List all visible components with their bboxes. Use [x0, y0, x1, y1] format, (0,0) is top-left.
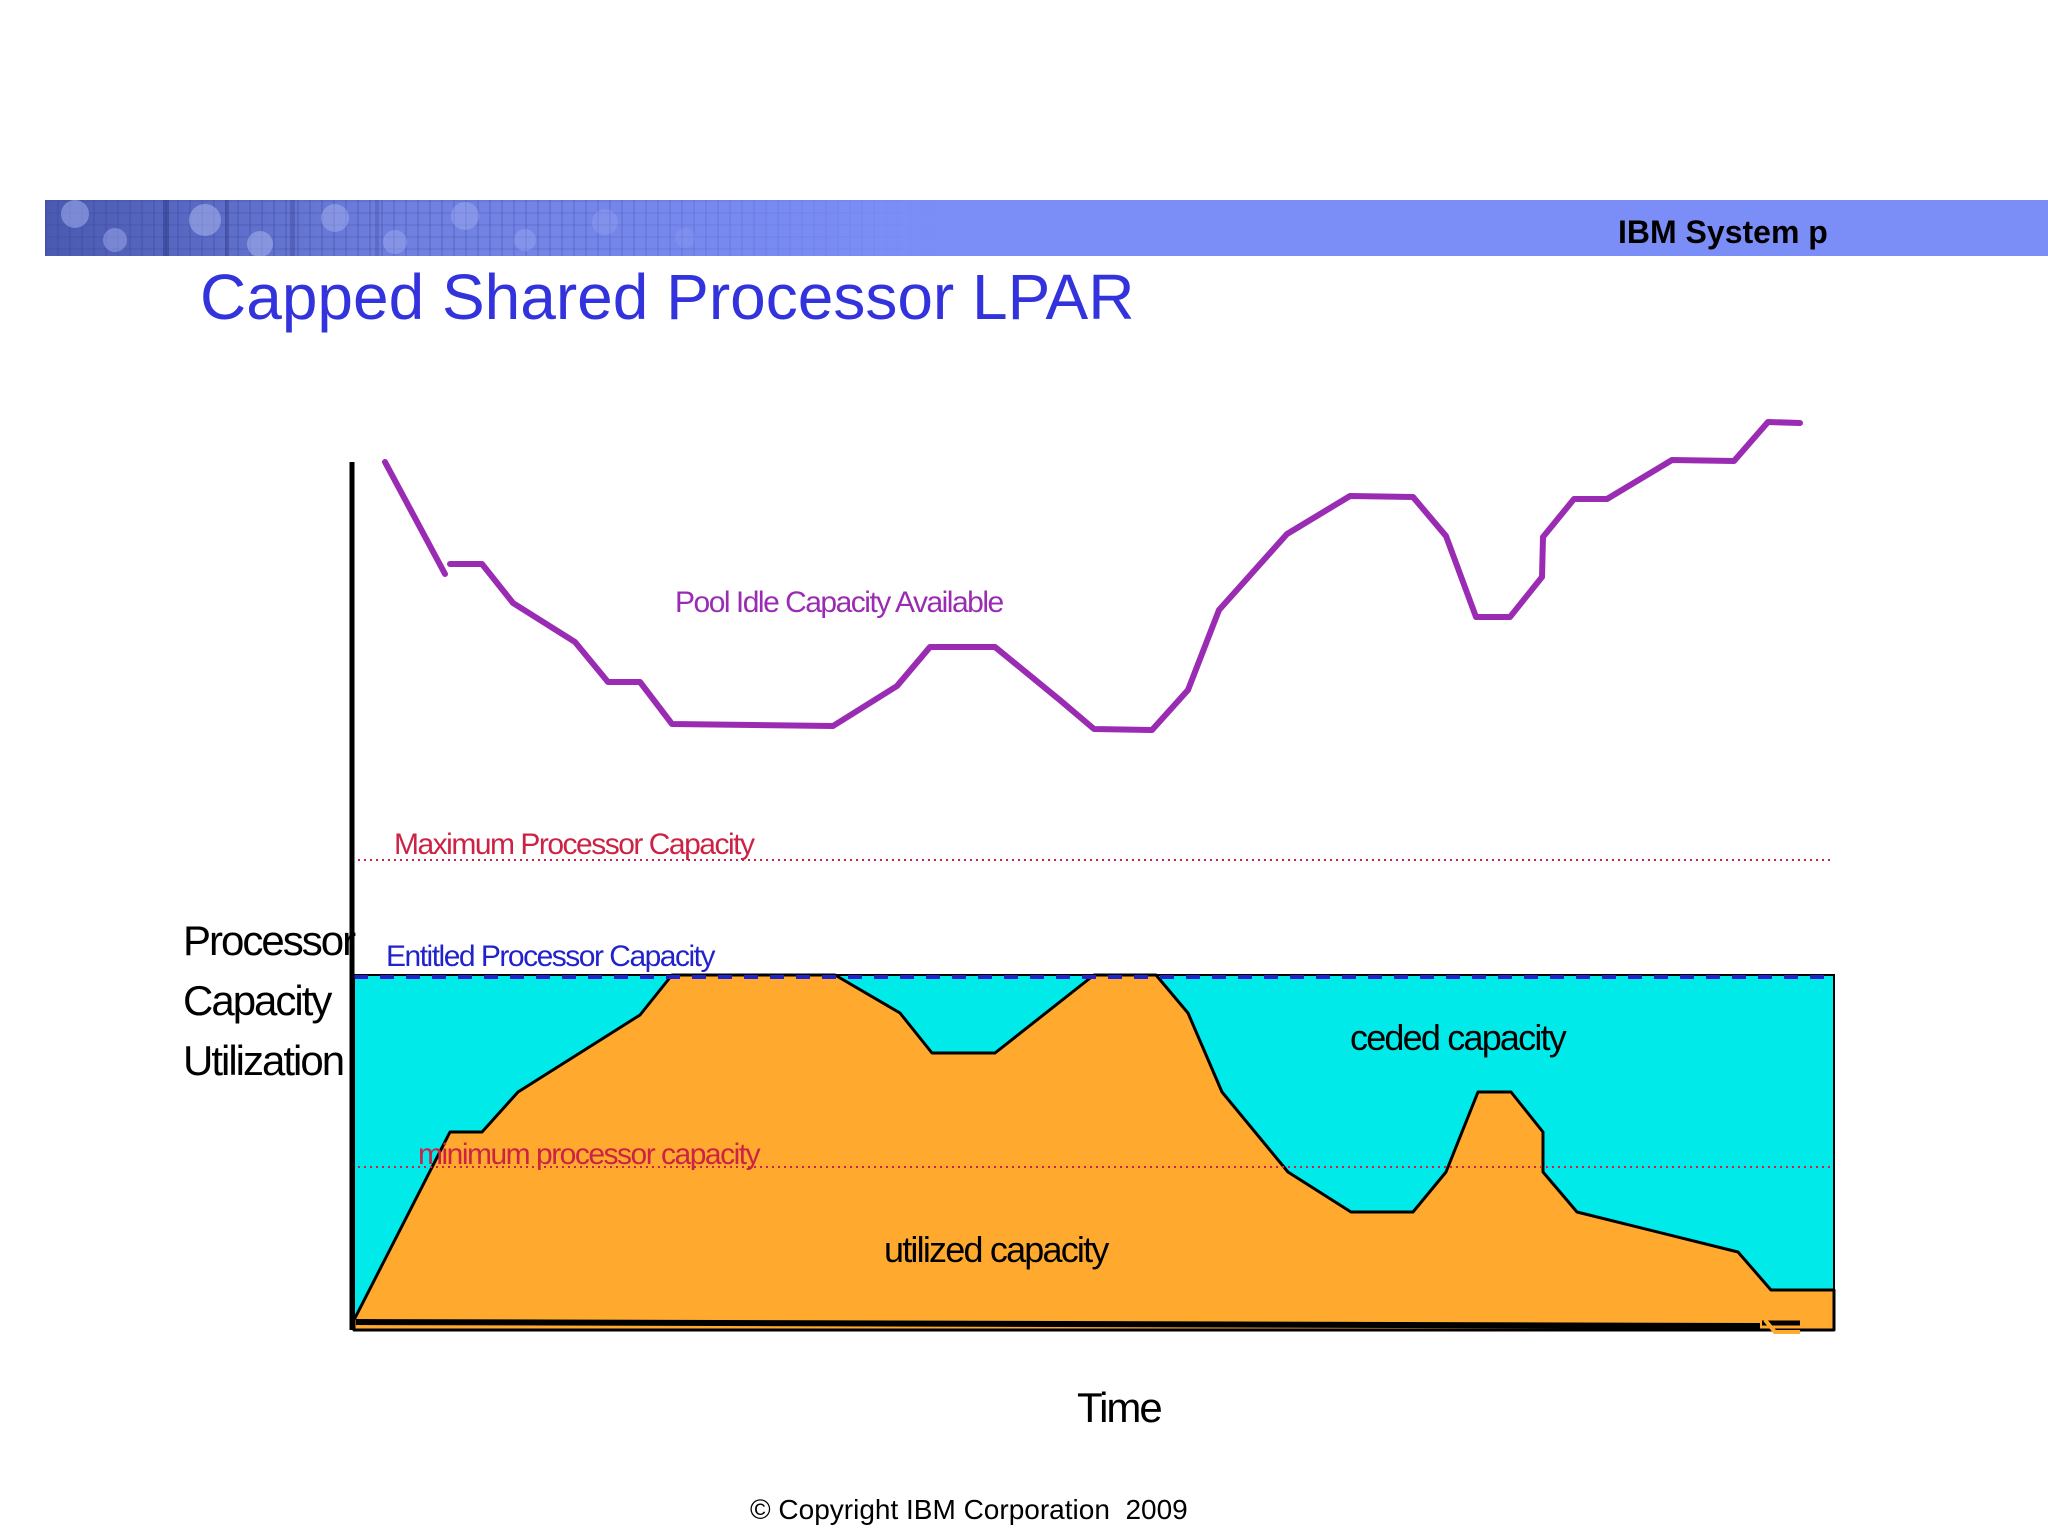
- pool-idle-capacity-line: [382, 459, 448, 577]
- utilized-capacity-label: utilized capacity: [884, 1229, 1109, 1270]
- y-axis-label-line-3: Utilization: [183, 1037, 343, 1084]
- y-axis-label-line-2: Capacity: [183, 977, 332, 1024]
- slide-title: Capped Shared Processor LPAR: [200, 261, 1135, 333]
- copyright-footer: © Copyright IBM Corporation 2009: [750, 1494, 1188, 1525]
- baseline-tail-accent: [1763, 1318, 1800, 1334]
- brand-label: IBM System p: [1618, 214, 1828, 250]
- x-axis-label: Time: [1077, 1384, 1161, 1431]
- entitled-capacity-label: Entitled Processor Capacity: [386, 940, 715, 973]
- minimum-capacity-label: minimum processor capacity: [418, 1138, 761, 1171]
- ceded-capacity-label: ceded capacity: [1350, 1017, 1567, 1058]
- pool-idle-label: Pool Idle Capacity Available: [675, 586, 1003, 619]
- banner-graphic: [45, 200, 2048, 256]
- baseline-bar: [355, 1319, 1761, 1329]
- y-axis-label-line-1: Processor: [183, 917, 356, 964]
- header-banner: [45, 200, 2048, 256]
- utilized-capacity-area: [352, 973, 1836, 1332]
- maximum-capacity-label: Maximum Processor Capacity: [394, 828, 755, 861]
- pool-idle-capacity-line-main: [447, 419, 1803, 733]
